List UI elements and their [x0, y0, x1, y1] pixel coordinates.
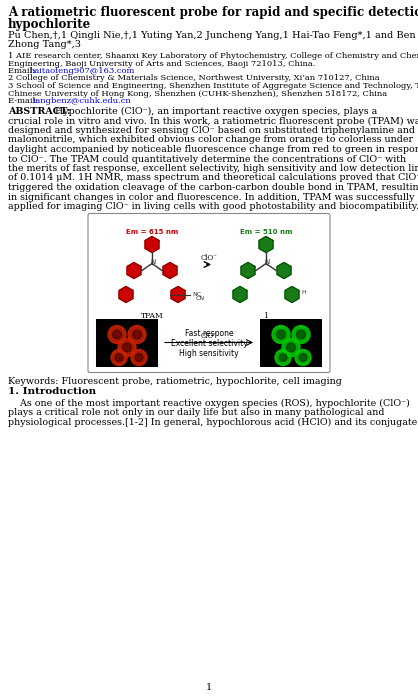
Text: Excellent selectivity: Excellent selectivity — [171, 339, 247, 347]
Text: designed and synthesized for sensing ClO⁻ based on substituted triphenylamine an: designed and synthesized for sensing ClO… — [8, 126, 415, 135]
Circle shape — [135, 354, 143, 361]
Text: 1. Introduction: 1. Introduction — [8, 388, 96, 396]
Text: Hypochlorite (ClO⁻), an important reactive oxygen species, plays a: Hypochlorite (ClO⁻), an important reacti… — [55, 107, 377, 116]
Text: H: H — [301, 290, 306, 295]
Text: hypochlorite: hypochlorite — [8, 18, 91, 31]
Polygon shape — [163, 262, 177, 279]
Text: Zhong Tang*,3: Zhong Tang*,3 — [8, 40, 81, 49]
Polygon shape — [145, 237, 159, 253]
Circle shape — [112, 330, 122, 339]
Text: High sensitivity: High sensitivity — [179, 349, 239, 358]
Text: Keywords: Fluorescent probe, ratiometric, hypochlorite, cell imaging: Keywords: Fluorescent probe, ratiometric… — [8, 377, 342, 386]
Text: malononitrile, which exhibited obvious color change from orange to colorless und: malononitrile, which exhibited obvious c… — [8, 136, 413, 144]
Text: Em = 615 nm: Em = 615 nm — [126, 228, 178, 235]
Circle shape — [296, 330, 306, 339]
Text: of 0.1014 μM. 1H NMR, mass spectrum and theoretical calculations proved that ClO: of 0.1014 μM. 1H NMR, mass spectrum and … — [8, 174, 418, 183]
Text: plays a critical role not only in our daily life but also in many pathological a: plays a critical role not only in our da… — [8, 408, 385, 417]
Text: CN: CN — [196, 297, 205, 302]
Text: 2 College of Chemistry & Materials Science, Northwest University, Xi’an 710127, : 2 College of Chemistry & Materials Scien… — [8, 74, 380, 83]
Polygon shape — [285, 286, 299, 302]
Circle shape — [275, 349, 291, 365]
Circle shape — [131, 349, 147, 365]
Text: to ClO⁻. The TPAM could quantitatively determine the concentrations of ClO⁻ with: to ClO⁻. The TPAM could quantitatively d… — [8, 155, 406, 164]
Circle shape — [286, 343, 296, 352]
Bar — [260, 318, 322, 367]
Text: Em = 510 nm: Em = 510 nm — [240, 228, 292, 235]
Text: tangbenz@cuhk.edu.cn: tangbenz@cuhk.edu.cn — [33, 97, 132, 105]
Text: E-mail:: E-mail: — [8, 97, 41, 105]
Text: TPAM: TPAM — [140, 312, 163, 321]
Circle shape — [128, 326, 146, 344]
Text: triggered the oxidation cleavage of the carbon-carbon double bond in TPAM, resul: triggered the oxidation cleavage of the … — [8, 183, 418, 192]
Text: 1: 1 — [206, 683, 212, 692]
Text: N: N — [264, 260, 270, 265]
Bar — [96, 318, 158, 367]
Text: ClO⁻: ClO⁻ — [201, 253, 217, 262]
Text: Fast respone: Fast respone — [185, 328, 233, 337]
Text: 3 School of Science and Engineering, Shenzhen Institute of Aggregate Science and: 3 School of Science and Engineering, She… — [8, 82, 418, 90]
Circle shape — [282, 339, 300, 356]
Text: ClO⁻: ClO⁻ — [201, 332, 217, 340]
Polygon shape — [241, 262, 255, 279]
Circle shape — [118, 339, 136, 356]
Text: applied for imaging ClO⁻ in living cells with good photostability and biocompati: applied for imaging ClO⁻ in living cells… — [8, 202, 418, 211]
Text: Chinese University of Hong Kong, Shenzhen (CUHK-Shenzhen), Shenzhen 518172, Chin: Chinese University of Hong Kong, Shenzhe… — [8, 90, 387, 97]
Polygon shape — [119, 286, 133, 302]
Text: Pu Chen,†,1 Qingli Nie,†,1 Yuting Yan,2 Juncheng Yang,1 Hai-Tao Feng*,1 and Ben: Pu Chen,†,1 Qingli Nie,†,1 Yuting Yan,2 … — [8, 31, 415, 40]
Text: Email:: Email: — [8, 67, 38, 75]
Circle shape — [133, 330, 142, 339]
Circle shape — [111, 349, 127, 365]
Text: N: N — [150, 260, 155, 265]
FancyBboxPatch shape — [88, 214, 330, 372]
Circle shape — [292, 326, 310, 344]
Polygon shape — [233, 286, 247, 302]
Text: physiological processes.[1-2] In general, hypochlorous acid (HClO) and its conju: physiological processes.[1-2] In general… — [8, 417, 417, 426]
Text: Engineering, Baoji University of Arts and Sciences, Baoji 721013, China.: Engineering, Baoji University of Arts an… — [8, 60, 315, 67]
Text: daylight accompanied by noticeable fluorescence change from red to green in resp: daylight accompanied by noticeable fluor… — [8, 145, 418, 154]
Text: the merits of fast response, excellent selectivity, high sensitivity and low det: the merits of fast response, excellent s… — [8, 164, 418, 173]
Text: A ratiometric fluorescent probe for rapid and specific detection of: A ratiometric fluorescent probe for rapi… — [8, 6, 418, 19]
Text: NC: NC — [192, 291, 201, 297]
Text: in significant changes in color and fluorescence. In addition, TPAM was successf: in significant changes in color and fluo… — [8, 193, 415, 202]
Text: 1: 1 — [264, 312, 268, 321]
Circle shape — [299, 354, 307, 361]
Circle shape — [295, 349, 311, 365]
Text: As one of the most important reactive oxygen species (ROS), hypochlorite (ClO⁻): As one of the most important reactive ox… — [8, 398, 410, 407]
Circle shape — [122, 343, 132, 352]
Text: ABSTRACT:: ABSTRACT: — [8, 107, 71, 116]
Circle shape — [115, 354, 123, 361]
Text: 1 AIE research center, Shaanxi Key Laboratory of Phytochemistry, College of Chem: 1 AIE research center, Shaanxi Key Labor… — [8, 52, 418, 60]
Polygon shape — [127, 262, 141, 279]
Text: haitaofeng907@163.com: haitaofeng907@163.com — [30, 67, 135, 75]
Circle shape — [276, 330, 285, 339]
Circle shape — [108, 326, 126, 344]
Polygon shape — [277, 262, 291, 279]
Text: crucial role in vitro and vivo. In this work, a ratiometric fluorescent probe (T: crucial role in vitro and vivo. In this … — [8, 116, 418, 125]
Polygon shape — [259, 237, 273, 253]
Circle shape — [279, 354, 287, 361]
Polygon shape — [171, 286, 185, 302]
Circle shape — [272, 326, 290, 344]
